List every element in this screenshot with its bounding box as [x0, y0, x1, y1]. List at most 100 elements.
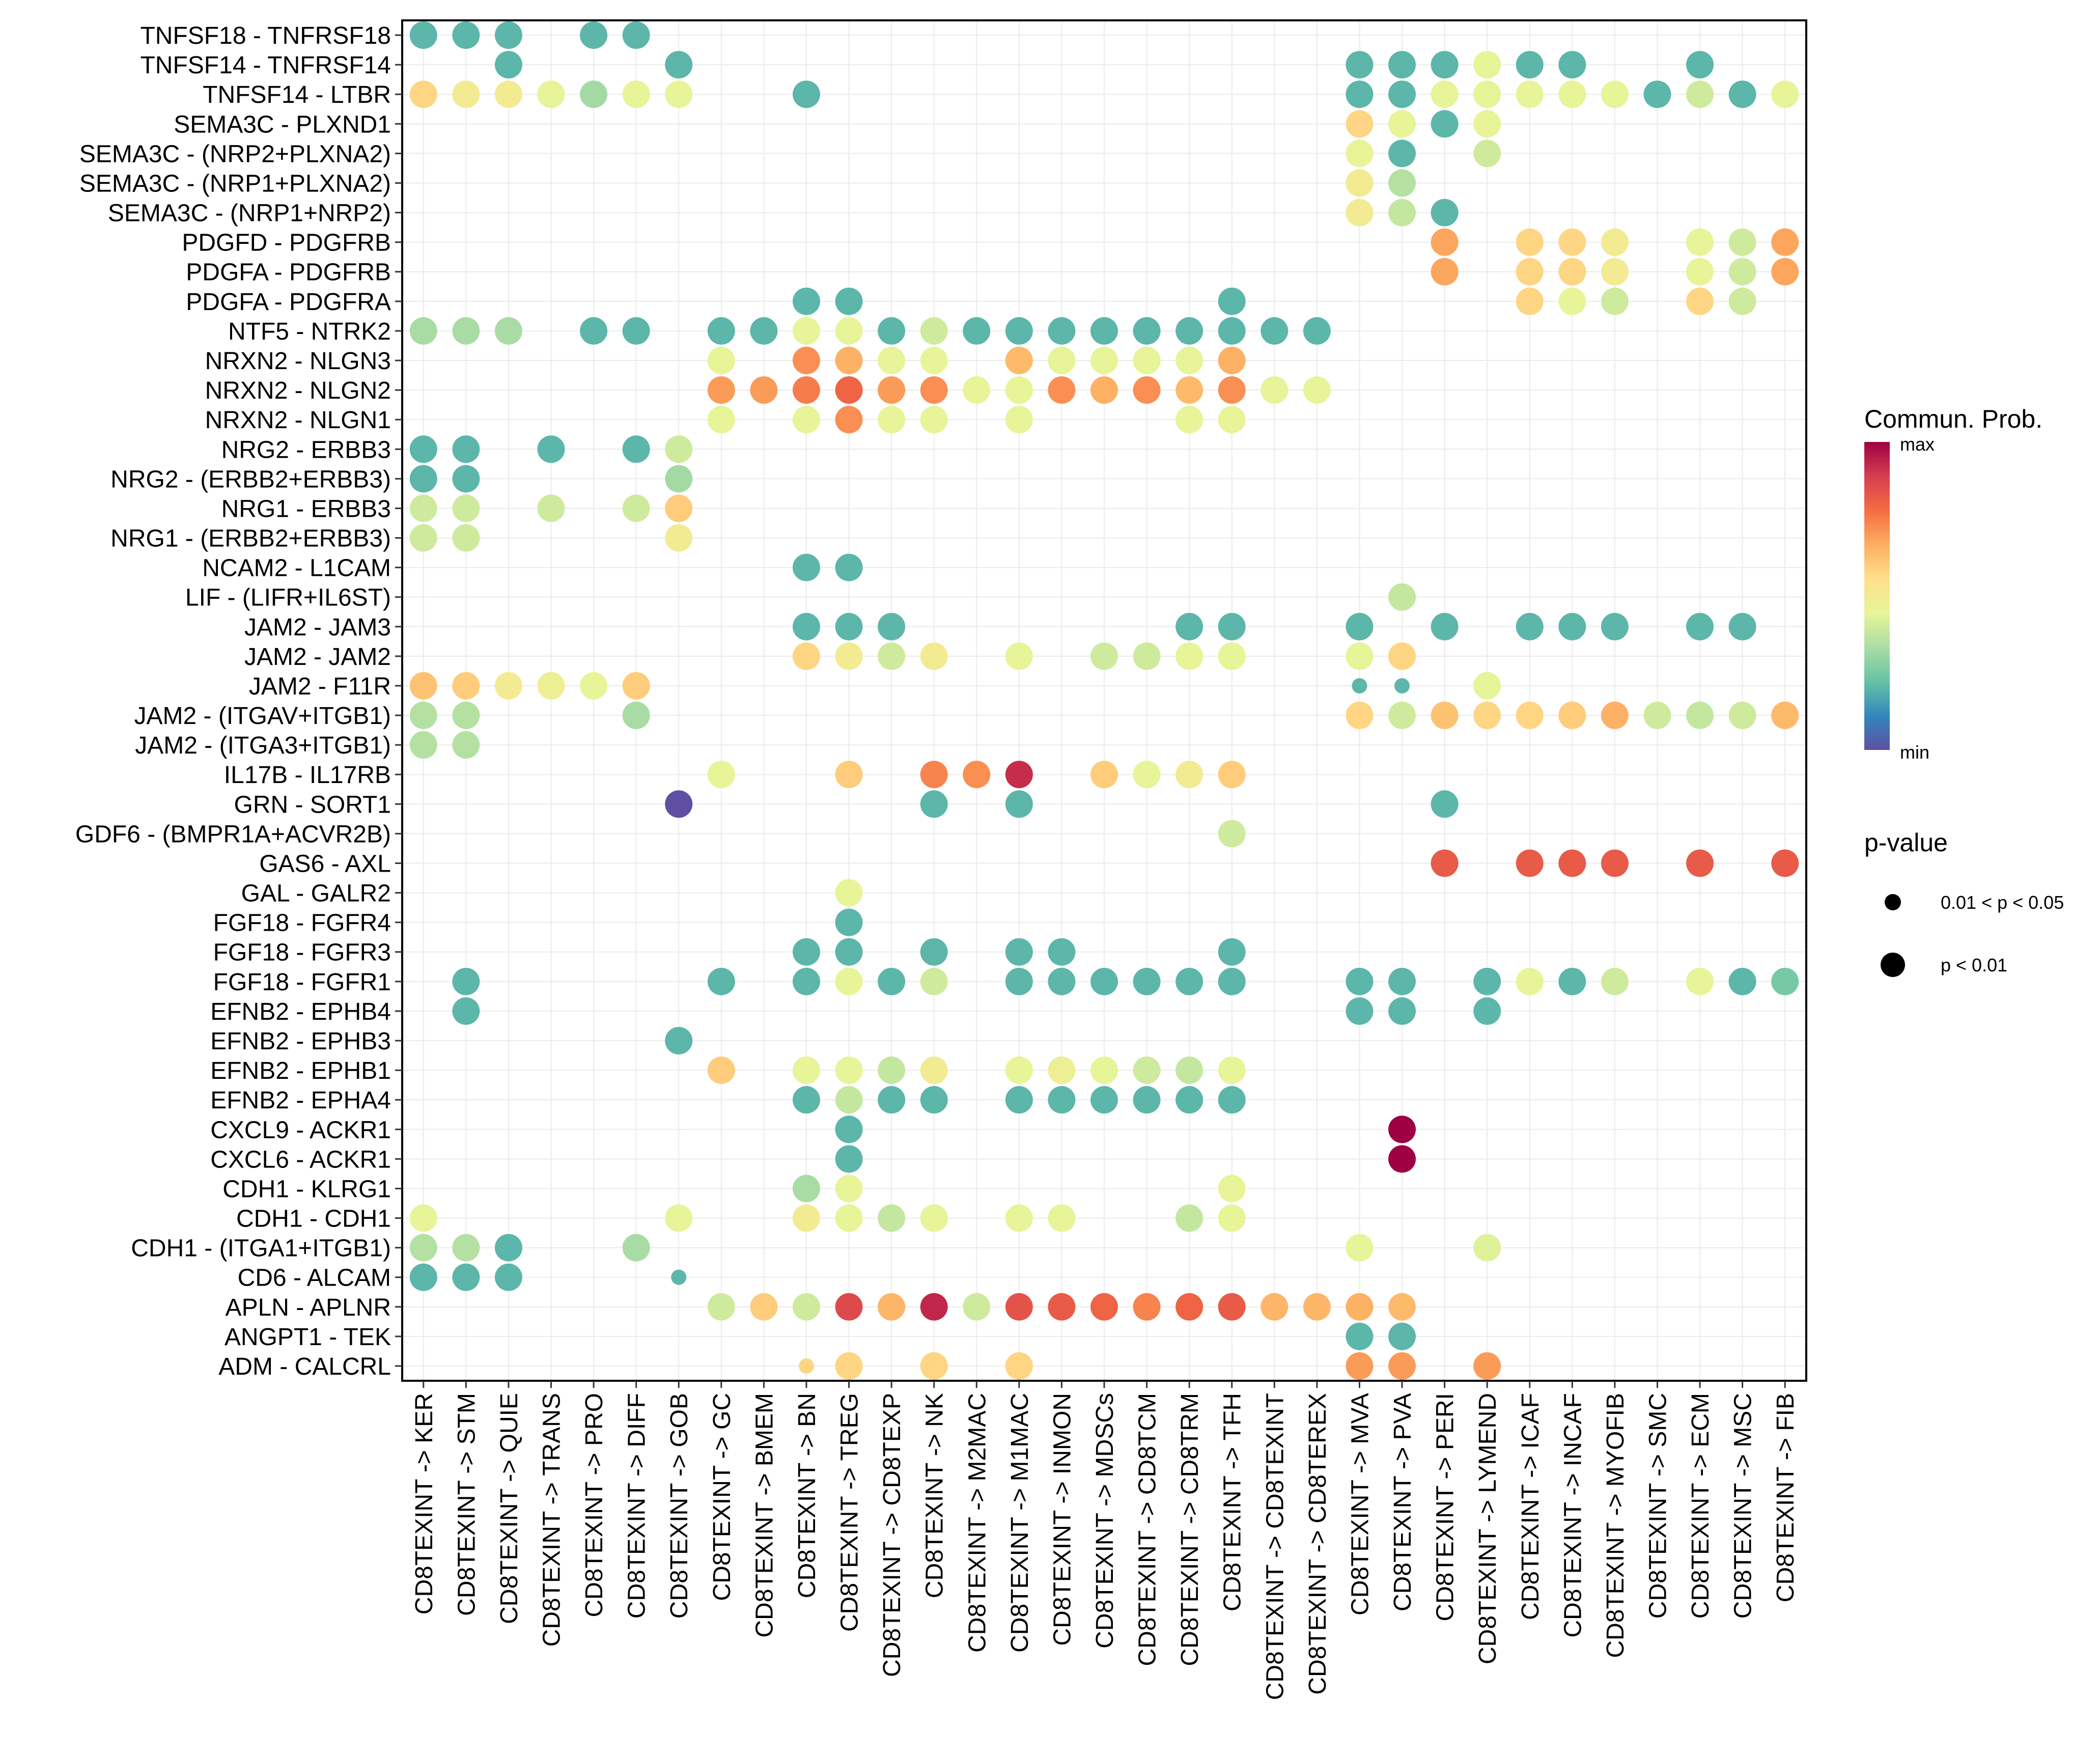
x-tick-label: CD8TEXINT -> STM [453, 1393, 480, 1616]
y-tick-label: CXCL6 - ACKR1 [210, 1146, 391, 1173]
dot [1090, 1056, 1118, 1084]
dot [878, 1086, 906, 1114]
dot [707, 967, 735, 995]
dot [1388, 140, 1416, 168]
dot [1388, 1352, 1416, 1380]
dot [1175, 347, 1203, 374]
dot [1473, 967, 1501, 995]
dot [452, 1234, 480, 1262]
dot [1218, 406, 1246, 434]
y-tick-label: IL17B - IL17RB [224, 762, 391, 789]
dot [452, 1263, 480, 1291]
dot [1558, 228, 1586, 256]
x-tick-label: CD8TEXINT -> PVA [1389, 1393, 1416, 1611]
dot [1516, 702, 1544, 730]
x-tick-label: CD8TEXINT -> CD8TEREX [1304, 1393, 1331, 1695]
dot [1686, 287, 1714, 315]
dot [1516, 258, 1544, 286]
y-tick-label: NRG2 - (ERBB2+ERBB3) [110, 466, 391, 493]
y-tick-label: ANGPT1 - TEK [225, 1324, 391, 1351]
y-tick-label: SEMA3C - PLXND1 [174, 111, 391, 138]
dot [537, 435, 565, 463]
dot [835, 553, 863, 581]
dot [1048, 1204, 1076, 1232]
dot [1728, 967, 1756, 995]
dot [1005, 1293, 1033, 1321]
dot [1005, 1204, 1033, 1232]
y-tick-label: NTF5 - NTRK2 [228, 318, 391, 345]
dot [835, 761, 863, 789]
dot [1601, 702, 1629, 730]
dot [1218, 1056, 1246, 1084]
dot [622, 21, 650, 49]
dot [1473, 702, 1501, 730]
y-axis: TNFSF18 - TNFRSF18 TNFSF14 - TNFRSF14TNFS… [75, 22, 402, 1380]
dot [707, 406, 735, 434]
dot [1352, 678, 1367, 693]
dot [1686, 80, 1714, 108]
dot [452, 672, 480, 700]
dot [1346, 997, 1374, 1025]
dot [1346, 169, 1374, 197]
dot [920, 1056, 948, 1084]
dot [1175, 967, 1203, 995]
dot [1771, 228, 1799, 256]
x-tick-label: CD8TEXINT -> M1MAC [1006, 1393, 1033, 1653]
x-tick-label: CD8TEXINT -> CD8TCM [1134, 1393, 1161, 1666]
dot [494, 21, 522, 49]
dot [792, 317, 820, 345]
dot [920, 1204, 948, 1232]
dot [1388, 51, 1416, 79]
dot [1601, 228, 1629, 256]
dot [622, 80, 650, 108]
dot [792, 1175, 820, 1203]
x-tick-label: CD8TEXINT -> QUIE [496, 1393, 523, 1624]
dot [1601, 849, 1629, 877]
x-tick-label: CD8TEXINT -> MYOFIB [1602, 1393, 1629, 1658]
dot [1346, 702, 1374, 730]
dot [1728, 228, 1756, 256]
dot [920, 938, 948, 966]
dot [1346, 140, 1374, 168]
dot [835, 1352, 863, 1380]
y-tick-label: EFNB2 - EPHB3 [210, 1028, 391, 1055]
dot [792, 80, 820, 108]
dot [1473, 51, 1501, 79]
dot [878, 642, 906, 670]
dot [1346, 1293, 1374, 1321]
x-tick-label: CD8TEXINT -> MSC [1730, 1393, 1757, 1619]
dot [1516, 287, 1544, 315]
dot [750, 1293, 778, 1321]
dot [920, 1293, 948, 1321]
dot [580, 672, 608, 700]
dot [835, 1056, 863, 1084]
y-tick-label: TNFSF18 - TNFRSF18 [140, 22, 391, 49]
dot [1473, 1352, 1501, 1380]
x-tick-label: CD8TEXINT -> DIFF [624, 1393, 651, 1619]
dot [1728, 702, 1756, 730]
dot [707, 376, 735, 404]
y-tick-label: PDGFA - PDGFRB [186, 259, 391, 286]
y-tick-label: JAM2 - F11R [249, 673, 391, 700]
dot [452, 21, 480, 49]
dot [1218, 612, 1246, 640]
dot [1516, 51, 1544, 79]
dot [665, 435, 693, 463]
dot [1601, 80, 1629, 108]
dot [878, 1204, 906, 1232]
dot [920, 1352, 948, 1380]
dot [409, 80, 437, 108]
dot [920, 761, 948, 789]
dot [1728, 80, 1756, 108]
dot [1218, 938, 1246, 966]
dot [1686, 258, 1714, 286]
dot [835, 1086, 863, 1114]
dot [665, 494, 693, 522]
dot [409, 702, 437, 730]
dot [920, 1086, 948, 1114]
y-tick-label: PDGFD - PDGFRB [182, 230, 391, 257]
size-legend-large-label: p < 0.01 [1941, 955, 2007, 975]
dot [1388, 583, 1416, 611]
dot [1005, 317, 1033, 345]
dot [452, 317, 480, 345]
